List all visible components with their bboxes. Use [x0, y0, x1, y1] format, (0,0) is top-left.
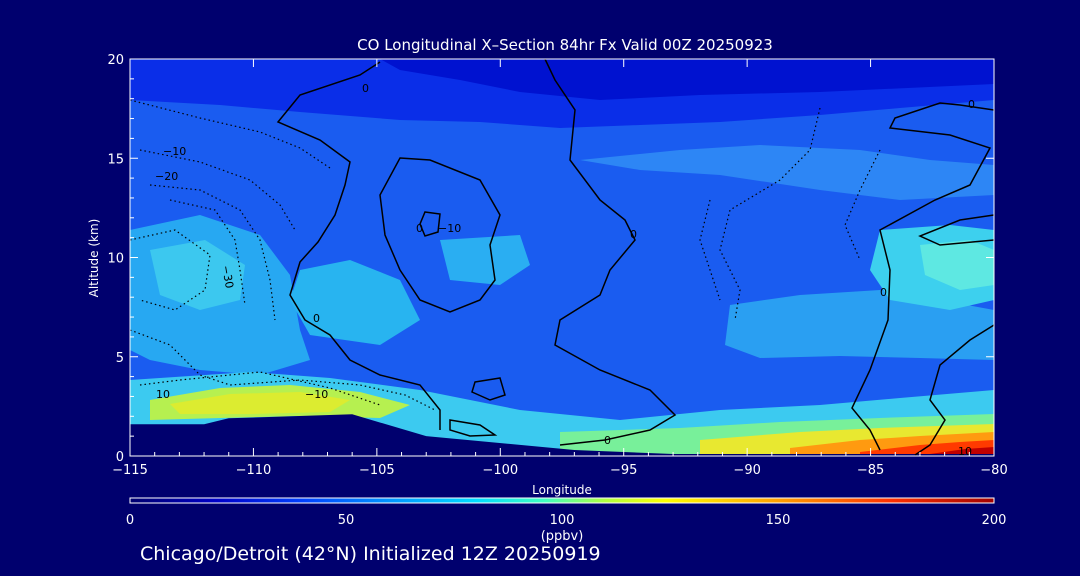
contour-lines: [130, 59, 994, 456]
contour-zero-closed-center: [379, 157, 501, 313]
x-tick-label: −85: [857, 463, 884, 478]
co-field-central-blob: [440, 235, 530, 285]
contour-neg-20: [139, 149, 296, 231]
contour-ten-east: [914, 324, 994, 456]
co-field-midlevel-band: [580, 145, 994, 200]
co-field-east-plume-core: [920, 240, 994, 290]
y-tick-label: 10: [107, 252, 124, 267]
contour-label: −10: [305, 388, 328, 401]
contour-label: −10: [438, 222, 461, 235]
y-tick-label: 15: [107, 152, 124, 167]
x-tick-label: −105: [359, 463, 395, 478]
terrain-mask: [130, 414, 994, 456]
co-field-mid-plume: [290, 260, 420, 345]
contour-neg-west-low: [130, 329, 436, 411]
x-axis-label: Longitude: [532, 483, 592, 497]
y-tick-label: 0: [116, 450, 124, 465]
colorbar-tick-label: 100: [550, 513, 575, 528]
contour-zero-near-surface: [449, 419, 498, 437]
contour-label: 0: [416, 222, 423, 235]
contour-zero-central: [544, 59, 677, 446]
contour-label: −20: [155, 170, 178, 183]
colorbar-unit: (ppbv): [541, 529, 584, 544]
co-field-east-mid: [725, 290, 994, 360]
x-tick-label: −110: [236, 463, 272, 478]
contour-neg-east: [719, 107, 821, 321]
contour-zero-small-blob: [471, 377, 506, 401]
y-tick-label: 5: [116, 351, 124, 366]
chart-title: CO Longitudinal X–Section 84hr Fx Valid …: [357, 36, 773, 54]
x-tick-label: −95: [610, 463, 637, 478]
contour-label: 0: [880, 286, 887, 299]
contour-label: 10: [958, 445, 972, 458]
colorbar-tick-label: 0: [126, 513, 134, 528]
contour-label: 0: [968, 98, 975, 111]
co-field-upper-lowest: [380, 59, 994, 100]
contour-zero-west: [276, 61, 441, 430]
y-tick-label: 20: [107, 53, 124, 68]
contour-label: 0: [630, 228, 637, 241]
contour-zero-east: [851, 102, 994, 451]
co-field-west-plume-core: [150, 240, 245, 310]
contour-label: −10: [163, 145, 186, 158]
contour-zero-small-loop: [419, 211, 441, 237]
y-axis-label: Altitude (km): [87, 219, 101, 298]
colorbar: 0 50 100 150 200 (ppbv): [126, 497, 1007, 544]
contour-zero-east-inner: [918, 214, 994, 246]
x-axis: −115 −110 −105 −100 −95 −90 −85 −80: [112, 59, 1008, 478]
co-field-bl-east-darkred: [930, 447, 994, 456]
contour-label: 10: [156, 388, 170, 401]
footer-caption: Chicago/Detroit (42°N) Initialized 12Z 2…: [140, 543, 601, 565]
colorbar-ticks: 0 50 100 150 200: [126, 513, 1007, 528]
contour-neg-east-2: [844, 149, 881, 261]
x-tick-label: −115: [112, 463, 148, 478]
colorbar-tick-label: 150: [766, 513, 791, 528]
colorbar-tick-label: 200: [982, 513, 1007, 528]
x-tick-label: −80: [980, 463, 1007, 478]
colorbar-tick-label: 50: [338, 513, 355, 528]
colorbar-gradient: [129, 497, 995, 504]
x-tick-label: −100: [482, 463, 518, 478]
contour-neg-west-loop: [130, 229, 211, 311]
contour-neg-30a: [149, 184, 276, 321]
plot-area: 0 0 0 0 0 0 0 −10 −20 −30 −10 −10 10 10: [130, 59, 994, 458]
contour-label: 0: [313, 312, 320, 325]
y-axis: 0 5 10 15 20: [107, 53, 994, 465]
contour-label-group: 0 0 0 0 0 0 0 −10 −20 −30 −10 −10 10 10: [155, 82, 975, 458]
contour-label: 0: [604, 434, 611, 447]
contour-neg-30b: [169, 199, 246, 306]
co-field-bl-west-green: [170, 392, 350, 414]
contour-label: −30: [219, 264, 236, 289]
contour-label: 0: [362, 82, 369, 95]
x-tick-label: −90: [733, 463, 760, 478]
